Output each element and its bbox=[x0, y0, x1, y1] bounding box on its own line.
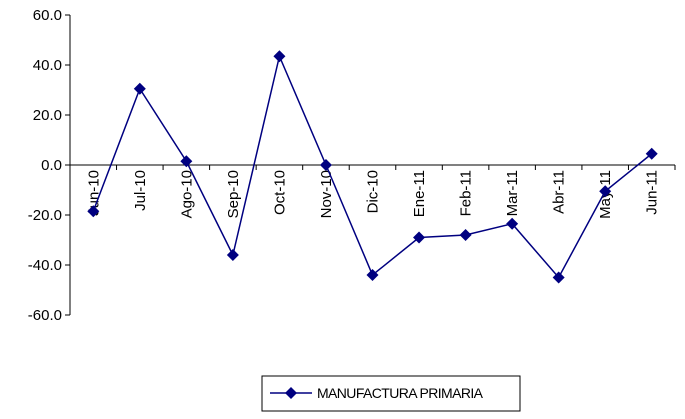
x-tick-label: Mar-11 bbox=[504, 170, 521, 216]
y-tick-label: 60.0 bbox=[33, 7, 62, 24]
series-line bbox=[92, 53, 653, 279]
x-tick-label: Nov-10 bbox=[318, 170, 335, 218]
data-point bbox=[413, 231, 426, 244]
x-axis-ticks: Jun-10 Jul-10 Ago-10 Sep-10 Oct-10 Nov-10 Dic-… bbox=[85, 165, 676, 219]
data-point bbox=[552, 271, 565, 284]
x-tick-label: Jun-10 bbox=[85, 170, 102, 216]
x-tick-label: Abr-11 bbox=[551, 170, 568, 214]
x-tick-label: Feb-11 bbox=[458, 170, 475, 216]
data-point bbox=[133, 82, 146, 95]
data-point bbox=[645, 147, 658, 160]
data-point bbox=[87, 205, 100, 218]
data-point bbox=[366, 269, 379, 281]
data-point bbox=[226, 249, 239, 261]
x-tick-label: Oct-10 bbox=[271, 170, 288, 215]
y-axis-ticks: 60.0 40.0 20.0 0.0 -20.0 -40.0 -60.0 bbox=[28, 7, 70, 324]
data-point bbox=[599, 185, 612, 198]
data-point bbox=[180, 155, 193, 168]
y-tick-label: -40.0 bbox=[28, 257, 62, 274]
data-point bbox=[273, 50, 286, 63]
y-tick-label: -60.0 bbox=[28, 307, 62, 324]
y-tick-label: -20.0 bbox=[28, 207, 62, 224]
y-tick-label: 40.0 bbox=[33, 57, 62, 74]
x-tick-label: Ene-11 bbox=[411, 170, 428, 217]
x-tick-label: Ago-10 bbox=[178, 170, 195, 218]
legend: MANUFACTURA PRIMARIA bbox=[261, 375, 521, 412]
y-tick-label: 20.0 bbox=[33, 107, 62, 124]
x-tick-label: Sep-10 bbox=[225, 170, 242, 218]
legend-label: MANUFACTURA PRIMARIA bbox=[317, 385, 484, 401]
x-tick-label: Jun-11 bbox=[644, 170, 661, 215]
series-group bbox=[87, 50, 658, 284]
data-point bbox=[506, 217, 519, 230]
y-tick-label: 0.0 bbox=[41, 157, 62, 174]
x-tick-label: Dic-10 bbox=[365, 170, 382, 213]
data-point bbox=[459, 229, 472, 241]
data-point bbox=[319, 159, 332, 171]
legend-marker bbox=[285, 387, 297, 399]
x-tick-label: Jul-10 bbox=[132, 170, 149, 211]
